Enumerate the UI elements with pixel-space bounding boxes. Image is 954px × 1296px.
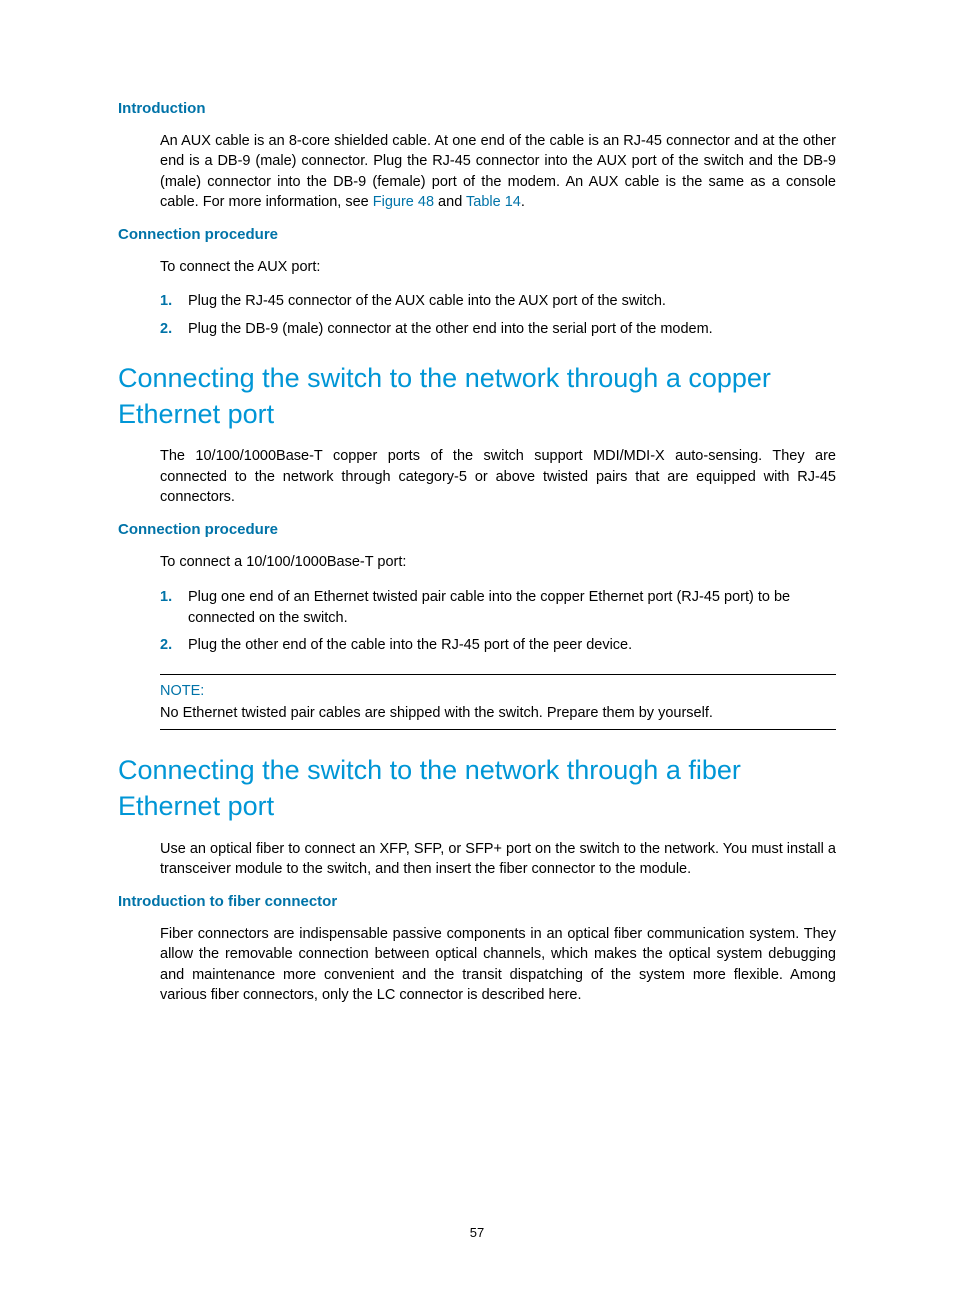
paragraph-fiber: Use an optical fiber to connect an XFP, … xyxy=(160,839,836,880)
page-number: 57 xyxy=(0,1225,954,1240)
title-copper-ethernet: Connecting the switch to the network thr… xyxy=(118,360,836,433)
note-box: NOTE: No Ethernet twisted pair cables ar… xyxy=(160,674,836,730)
list-text: Plug the DB-9 (male) connector at the ot… xyxy=(188,319,836,340)
heading-fiber-intro: Introduction to fiber connector xyxy=(118,893,836,910)
ordered-list: 1. Plug one end of an Ethernet twisted p… xyxy=(160,587,836,656)
list-item: 1. Plug the RJ-45 connector of the AUX c… xyxy=(160,291,836,312)
list-number: 1. xyxy=(160,291,188,312)
document-page: Introduction An AUX cable is an 8-core s… xyxy=(0,0,954,1296)
list-item: 2. Plug the DB-9 (male) connector at the… xyxy=(160,319,836,340)
list-text: Plug one end of an Ethernet twisted pair… xyxy=(188,587,836,629)
paragraph-lead: To connect the AUX port: xyxy=(160,257,836,277)
list-number: 2. xyxy=(160,319,188,340)
link-figure-48[interactable]: Figure 48 xyxy=(373,194,434,210)
text-segment: and xyxy=(434,194,466,210)
note-label: NOTE: xyxy=(160,683,836,699)
link-table-14[interactable]: Table 14 xyxy=(466,194,521,210)
note-text: No Ethernet twisted pair cables are ship… xyxy=(160,705,836,721)
ordered-list: 1. Plug the RJ-45 connector of the AUX c… xyxy=(160,291,836,339)
paragraph-lead: To connect a 10/100/1000Base-T port: xyxy=(160,552,836,572)
heading-connection-procedure: Connection procedure xyxy=(118,521,836,538)
title-fiber-ethernet: Connecting the switch to the network thr… xyxy=(118,752,836,825)
heading-introduction: Introduction xyxy=(118,100,836,117)
heading-connection-procedure: Connection procedure xyxy=(118,226,836,243)
paragraph-fiber-intro: Fiber connectors are indispensable passi… xyxy=(160,924,836,1005)
list-number: 2. xyxy=(160,635,188,656)
paragraph-aux-cable: An AUX cable is an 8-core shielded cable… xyxy=(160,131,836,212)
list-number: 1. xyxy=(160,587,188,629)
text-segment: . xyxy=(521,194,525,210)
list-item: 2. Plug the other end of the cable into … xyxy=(160,635,836,656)
list-text: Plug the RJ-45 connector of the AUX cabl… xyxy=(188,291,836,312)
list-text: Plug the other end of the cable into the… xyxy=(188,635,836,656)
paragraph-copper: The 10/100/1000Base-T copper ports of th… xyxy=(160,446,836,507)
list-item: 1. Plug one end of an Ethernet twisted p… xyxy=(160,587,836,629)
